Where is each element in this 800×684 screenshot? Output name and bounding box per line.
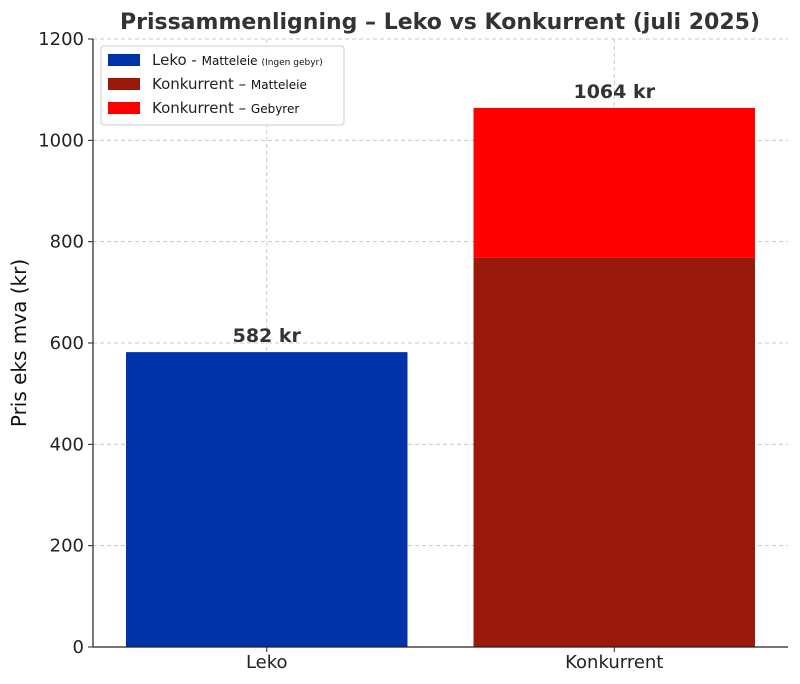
legend-entry: Konkurrent – Gebyrer — [152, 99, 299, 117]
legend: Leko - Matteleie (Ingen gebyr) Konkurrent … — [100, 45, 345, 126]
legend-entry-main: Leko - — [152, 51, 202, 69]
x-tick-labels: Leko Konkurrent — [246, 652, 663, 673]
y-tick-label: 1000 — [38, 130, 84, 151]
data-labels: 582 kr 1064 kr — [233, 81, 656, 347]
bars — [126, 107, 755, 647]
legend-entry-main: Konkurrent – — [152, 75, 251, 93]
legend-entry: Leko - Matteleie (Ingen gebyr) — [152, 51, 323, 69]
chart-title: Prissammenligning – Leko vs Konkurrent (… — [120, 10, 760, 35]
bar-total-label: 1064 kr — [573, 81, 655, 103]
bar-total-label: 582 kr — [233, 325, 302, 347]
legend-entry-note: (Ingen gebyr) — [262, 58, 323, 68]
y-tick-label: 200 — [50, 536, 84, 557]
legend-swatch — [108, 102, 140, 114]
legend-entry-sub: Matteleie — [251, 78, 307, 92]
bar-segment — [473, 257, 755, 647]
y-tick-label: 600 — [50, 333, 84, 354]
y-tick-label: 800 — [50, 232, 84, 253]
x-tick-label: Leko — [246, 652, 288, 673]
x-tick-label: Konkurrent — [565, 652, 663, 673]
legend-entry: Konkurrent – Matteleie — [152, 75, 307, 93]
legend-entry-sub: Gebyrer — [251, 102, 299, 116]
bar-segment — [473, 107, 755, 258]
y-tick-label: 1200 — [38, 29, 84, 50]
y-tick-label: 400 — [50, 434, 84, 455]
legend-swatch — [108, 78, 140, 90]
y-tick-labels: 0 200 400 600 800 1000 1200 — [38, 29, 84, 658]
legend-entry-main: Konkurrent – — [152, 99, 251, 117]
legend-box — [100, 45, 345, 126]
axes — [88, 38, 788, 652]
y-tick-label: 0 — [73, 637, 84, 658]
bar-segment — [126, 352, 408, 647]
y-axis-label: Pris eks mva (kr) — [7, 259, 31, 427]
legend-swatch — [108, 54, 140, 66]
legend-entry-sub: Matteleie — [202, 54, 258, 68]
